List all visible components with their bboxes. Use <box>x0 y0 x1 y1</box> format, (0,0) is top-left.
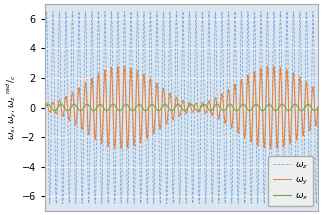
$\omega_z$ <box>204 181 208 184</box>
$\omega_y$ <box>43 106 47 109</box>
$\omega_y$ <box>316 105 320 108</box>
$\omega_y$ <box>260 81 264 84</box>
Line: $\omega_z$: $\omega_z$ <box>45 12 318 203</box>
$\omega_x$ <box>43 106 47 109</box>
$\omega_z$ <box>93 202 97 205</box>
$\omega_z$ <box>266 10 270 13</box>
Line: $\omega_x$: $\omega_x$ <box>45 104 318 111</box>
Y-axis label: $\omega_x, \omega_y, \omega_z$ $^{rad}/_{c}$: $\omega_x, \omega_y, \omega_z$ $^{rad}/_… <box>4 75 19 140</box>
$\omega_x$ <box>204 105 208 107</box>
Line: $\omega_y$: $\omega_y$ <box>45 66 318 149</box>
$\omega_z$ <box>216 195 220 198</box>
$\omega_x$ <box>216 104 220 106</box>
$\omega_y$ <box>216 117 220 120</box>
$\omega_x$ <box>245 108 249 110</box>
$\omega_y$ <box>272 65 276 68</box>
$\omega_z$ <box>260 42 264 45</box>
Legend: $\omega_z$, $\omega_y$, $\omega_x$: $\omega_z$, $\omega_y$, $\omega_x$ <box>268 156 313 206</box>
$\omega_z$ <box>316 106 320 109</box>
$\omega_x$ <box>260 109 264 112</box>
$\omega_y$ <box>245 80 249 83</box>
$\omega_x$ <box>142 108 146 111</box>
$\omega_x$ <box>215 103 219 106</box>
$\omega_x$ <box>316 106 320 109</box>
$\omega_x$ <box>57 105 61 108</box>
$\omega_x$ <box>144 109 147 112</box>
$\omega_y$ <box>119 147 123 150</box>
$\omega_y$ <box>142 73 146 76</box>
$\omega_z$ <box>57 45 61 47</box>
$\omega_z$ <box>43 106 47 109</box>
$\omega_z$ <box>245 32 249 34</box>
$\omega_y$ <box>57 101 61 104</box>
$\omega_y$ <box>204 111 208 113</box>
$\omega_z$ <box>142 13 146 16</box>
